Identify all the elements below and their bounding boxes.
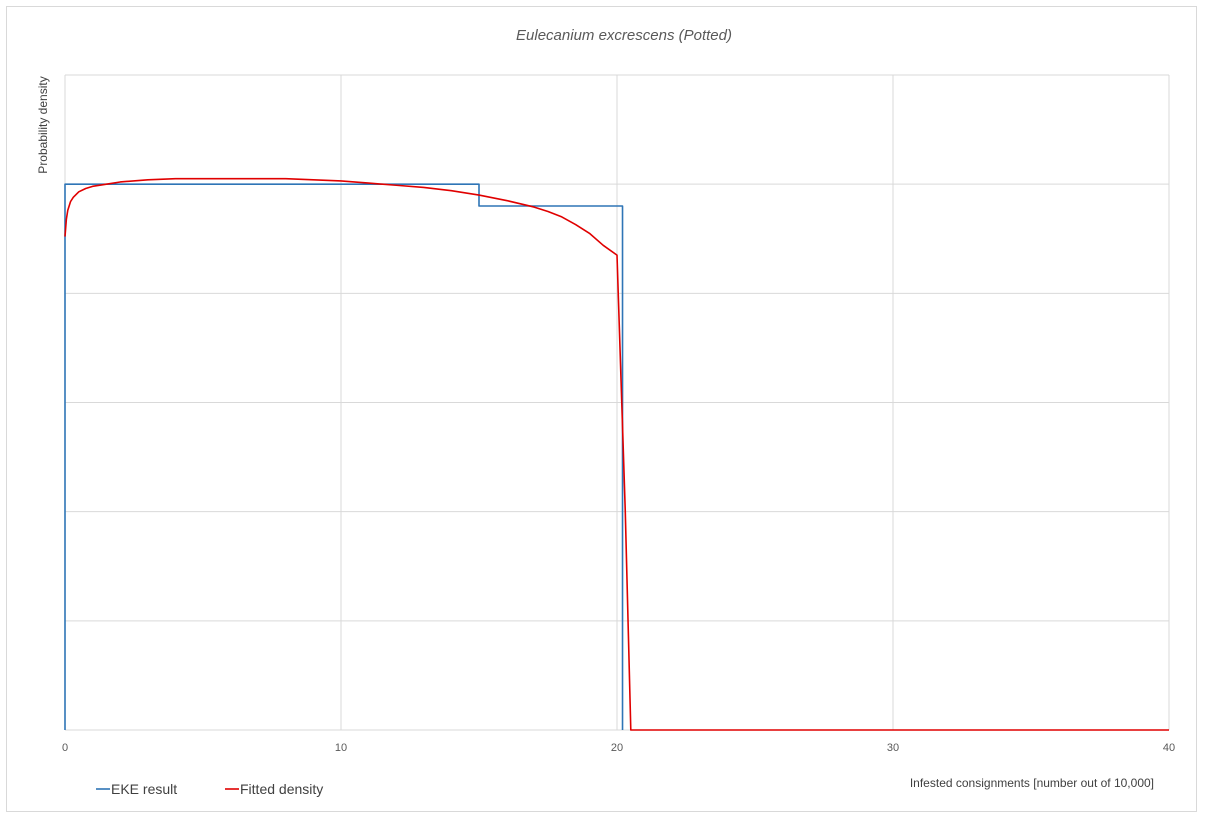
legend: EKE result Fitted density (96, 781, 323, 797)
legend-label: Fitted density (240, 781, 323, 797)
x-tick-label: 30 (887, 742, 899, 754)
series-line-fitted-density (64, 177, 1169, 731)
x-tick-labels: 0 10 20 30 40 (62, 742, 1175, 754)
series-line-eke-result (64, 183, 624, 730)
grid (64, 74, 1170, 731)
x-tick-label: 10 (335, 742, 347, 754)
x-axis-label: Infested consignments [number out of 10,… (910, 776, 1154, 790)
chart-title: Eulecanium excrescens (Potted) (516, 27, 732, 44)
legend-label: EKE result (111, 781, 177, 797)
x-tick-label: 40 (1163, 742, 1175, 754)
y-axis-label: Probability density (36, 76, 50, 173)
x-tick-label: 20 (611, 742, 623, 754)
chart-frame (6, 6, 1197, 812)
x-tick-label: 0 (62, 742, 68, 754)
series-group (64, 177, 1169, 731)
